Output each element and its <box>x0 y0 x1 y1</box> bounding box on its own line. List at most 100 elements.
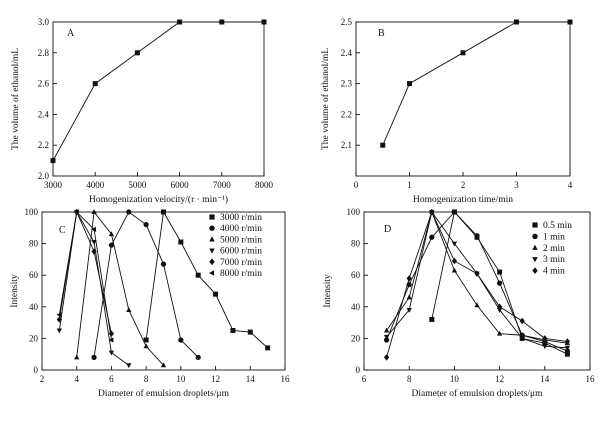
panel-c-series-6-point <box>108 337 114 343</box>
panel-c-series-2-point <box>108 242 115 248</box>
panel-b-xtick-label: 1 <box>407 180 412 190</box>
panel-d-ytick-label: 20 <box>351 333 361 343</box>
panel-d-series-5 <box>383 208 571 361</box>
panel-c-ytick-label: 40 <box>29 302 39 312</box>
panel-b: 0 1 2 3 4 2.1 2.2 2.3 2.4 2.5 Homogenization time/… <box>320 17 573 205</box>
panel-d-xtick-label: 8 <box>407 374 412 384</box>
panel-a-series-1-point <box>50 158 56 164</box>
panel-d-series-4 <box>383 210 571 351</box>
panel-d-legend-label: 0.5 min <box>543 221 572 231</box>
panel-b-series-1-point <box>407 81 412 87</box>
panel-c-series-1-point <box>178 239 184 245</box>
panel-c-series-4-point <box>91 240 97 245</box>
panel-d-legend-marker <box>532 267 538 274</box>
panel-c-legend-label: 5000 r/min <box>220 235 262 245</box>
panel-a-ytick-label: 2.6 <box>38 79 50 89</box>
panel-d-legend-marker <box>532 244 538 250</box>
panel-c-series-1-point <box>265 345 271 351</box>
panel-a-xtick-label: 5000 <box>128 180 147 190</box>
panel-d-series-4-point <box>383 334 390 340</box>
panel-b-xtick-label: 3 <box>514 180 519 190</box>
panel-b-series-1-point <box>514 19 519 25</box>
panel-c-xtick-label: 2 <box>40 374 45 384</box>
panel-b-xtick-label: 4 <box>568 180 573 190</box>
panel-c-series-2-point <box>91 354 97 360</box>
panel-c-series-2 <box>91 209 201 360</box>
panel-c-legend-label: 8000 r/min <box>220 269 262 279</box>
panel-c-legend-marker <box>209 270 215 276</box>
panel-b-xtick-label: 0 <box>354 180 359 190</box>
panel-c-series-1-point <box>247 329 253 335</box>
panel-d-series-4-point <box>542 344 548 350</box>
panel-a-ytick-label: 2.2 <box>38 140 49 150</box>
panel-a-frame <box>52 21 265 177</box>
panel-d-legend-label: 2 min <box>543 244 565 254</box>
panel-a-series-1-point <box>177 19 183 25</box>
panel-c-series-2-point <box>126 209 132 215</box>
panel-b-series-1-point <box>567 19 573 25</box>
panel-d-xtick-label: 14 <box>540 374 550 384</box>
panel-c-ylabel: Intensity <box>10 274 20 307</box>
panel-c-series-5-point <box>56 316 62 323</box>
panel-c: 2 4 6 8 10 12 14 16 0 20 40 60 80 100 Diameter of emul… <box>10 207 290 399</box>
panel-c-series-2-point <box>160 261 167 267</box>
panel-c-series-3 <box>74 209 167 368</box>
panel-d-series-3-line <box>386 210 568 344</box>
panel-d-series-3-point <box>406 294 412 300</box>
panel-c-series-1-point <box>143 337 149 343</box>
panel-c-series-1-point <box>213 291 219 297</box>
panel-d-ytick-label: 60 <box>351 270 361 280</box>
panel-d-legend-label: 1 min <box>543 232 565 242</box>
panel-c-legend-marker <box>209 236 215 242</box>
panel-d-series-5-point <box>383 354 390 361</box>
panel-d-ylabel: Intensity <box>323 274 333 307</box>
panel-b-ytick-label: 2.4 <box>341 48 353 58</box>
panel-c-series-5-point <box>91 248 97 255</box>
panel-a-ylabel: The volume of ethanol/mL <box>10 48 21 150</box>
panel-d-series-2-point <box>451 209 458 215</box>
panel-c-series-6-point <box>56 312 62 318</box>
panel-d-series-3-point <box>519 332 525 338</box>
panel-b-ytick-label: 2.2 <box>341 109 352 119</box>
panel-d-legend-label: 3 min <box>543 255 565 265</box>
panel-a-ytick-label: 3.0 <box>38 17 50 27</box>
panel-a-series-1-point <box>219 19 225 25</box>
panel-d-series-1-point <box>497 269 503 275</box>
panel-a-series-1-point <box>134 50 140 56</box>
panel-d-xtick-label: 16 <box>586 374 596 384</box>
panel-c-series-1-point <box>195 272 201 278</box>
panel-c-series-3-point <box>126 307 132 312</box>
panel-a-ytick-label: 2.0 <box>38 171 50 181</box>
panel-c-series-3-point <box>108 231 115 237</box>
panel-c-legend-label: 4000 r/min <box>220 224 262 234</box>
panel-d-series-4-point <box>564 345 571 351</box>
panel-c-series-3-point <box>74 354 80 360</box>
panel-d-series-5-point <box>519 317 525 325</box>
panel-d-legend-marker <box>532 257 538 263</box>
panel-b-series-1 <box>380 19 573 148</box>
panel-c-letter: C <box>59 225 66 236</box>
panel-c-series-5-point <box>108 330 115 337</box>
panel-d-series-3-point <box>496 330 503 336</box>
panel-c-series-1-point <box>161 209 166 215</box>
panel-d-legend-label: 4 min <box>543 267 565 277</box>
panel-c-series-6 <box>56 209 114 343</box>
panel-d-series-1-point <box>429 316 435 322</box>
panel-d-series-2 <box>383 209 571 354</box>
panel-b-ytick-label: 2.3 <box>341 79 353 89</box>
panel-d-series-4-point <box>519 336 525 342</box>
panel-d-series-2-point <box>474 233 480 239</box>
panel-d-xtick-label: 10 <box>450 374 460 384</box>
panel-c-xtick-label: 16 <box>281 374 291 384</box>
panel-c-series-6-point <box>73 209 79 215</box>
panel-c-series-2-line <box>93 211 199 358</box>
panel-d-series-3-point <box>383 327 390 333</box>
panel-c-xtick-label: 10 <box>176 374 186 384</box>
panel-d-frame <box>363 211 591 371</box>
panel-c-series-4-point <box>126 363 132 369</box>
panel-d-legend-marker <box>532 222 538 228</box>
panel-d-series-5-point <box>406 275 412 282</box>
panel-c-xtick-label: 8 <box>144 374 149 384</box>
panel-d-series-5-point <box>451 257 458 265</box>
panel-d-series-3-point <box>451 267 458 273</box>
